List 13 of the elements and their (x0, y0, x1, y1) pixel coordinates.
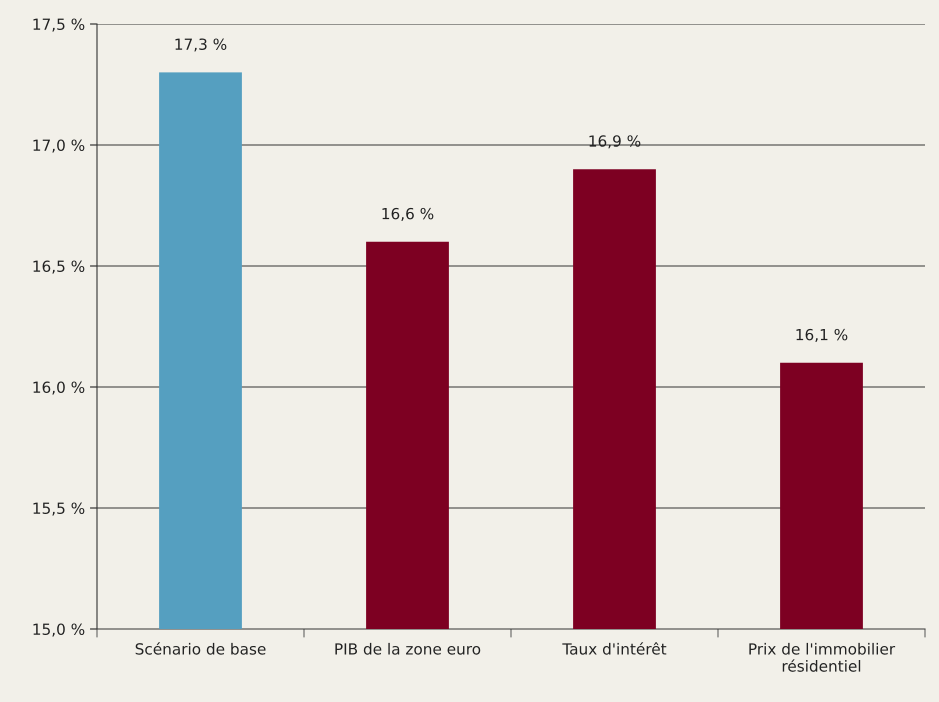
y-tick-label: 17,5 % (33, 18, 84, 32)
x-tick-label: Prix de l'immobilier résidentiel (749, 642, 896, 672)
x-tick-label: Taux d'intérêt (562, 642, 666, 655)
data-label: 17,3 % (175, 38, 226, 52)
y-tick-label: 15,0 % (33, 623, 84, 637)
y-tick-label: 16,5 % (33, 260, 84, 274)
data-label: 16,1 % (796, 328, 848, 342)
x-tick-label: Scénario de base (136, 642, 266, 655)
x-tick-label: PIB de la zone euro (335, 642, 480, 655)
y-tick-label: 16,0 % (33, 381, 84, 395)
data-label: 16,6 % (382, 208, 434, 221)
y-tick-label: 17,0 % (33, 139, 84, 153)
y-tick-label: 15,5 % (33, 502, 84, 516)
